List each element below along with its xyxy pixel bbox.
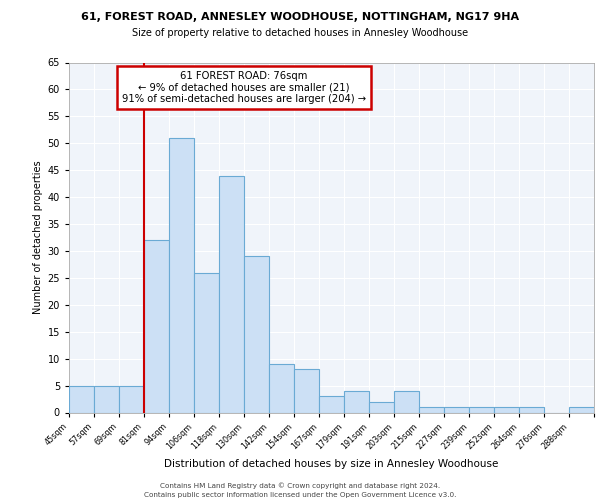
Bar: [444, 407, 469, 412]
Bar: [469, 407, 494, 412]
Bar: [144, 240, 169, 412]
X-axis label: Distribution of detached houses by size in Annesley Woodhouse: Distribution of detached houses by size …: [164, 460, 499, 469]
Bar: [119, 386, 144, 412]
Text: 61 FOREST ROAD: 76sqm
← 9% of detached houses are smaller (21)
91% of semi-detac: 61 FOREST ROAD: 76sqm ← 9% of detached h…: [122, 70, 366, 104]
Bar: [419, 407, 444, 412]
Bar: [494, 407, 519, 412]
Bar: [219, 176, 244, 412]
Bar: [394, 391, 419, 412]
Bar: [69, 386, 94, 412]
Bar: [569, 407, 594, 412]
Bar: [519, 407, 544, 412]
Bar: [319, 396, 344, 412]
Bar: [194, 272, 219, 412]
Bar: [269, 364, 294, 412]
Text: Contains public sector information licensed under the Open Government Licence v3: Contains public sector information licen…: [144, 492, 456, 498]
Bar: [169, 138, 194, 412]
Text: 61, FOREST ROAD, ANNESLEY WOODHOUSE, NOTTINGHAM, NG17 9HA: 61, FOREST ROAD, ANNESLEY WOODHOUSE, NOT…: [81, 12, 519, 22]
Bar: [94, 386, 119, 412]
Text: Contains HM Land Registry data © Crown copyright and database right 2024.: Contains HM Land Registry data © Crown c…: [160, 482, 440, 489]
Bar: [344, 391, 369, 412]
Y-axis label: Number of detached properties: Number of detached properties: [34, 160, 43, 314]
Text: Size of property relative to detached houses in Annesley Woodhouse: Size of property relative to detached ho…: [132, 28, 468, 38]
Bar: [369, 402, 394, 412]
Bar: [294, 370, 319, 412]
Bar: [244, 256, 269, 412]
